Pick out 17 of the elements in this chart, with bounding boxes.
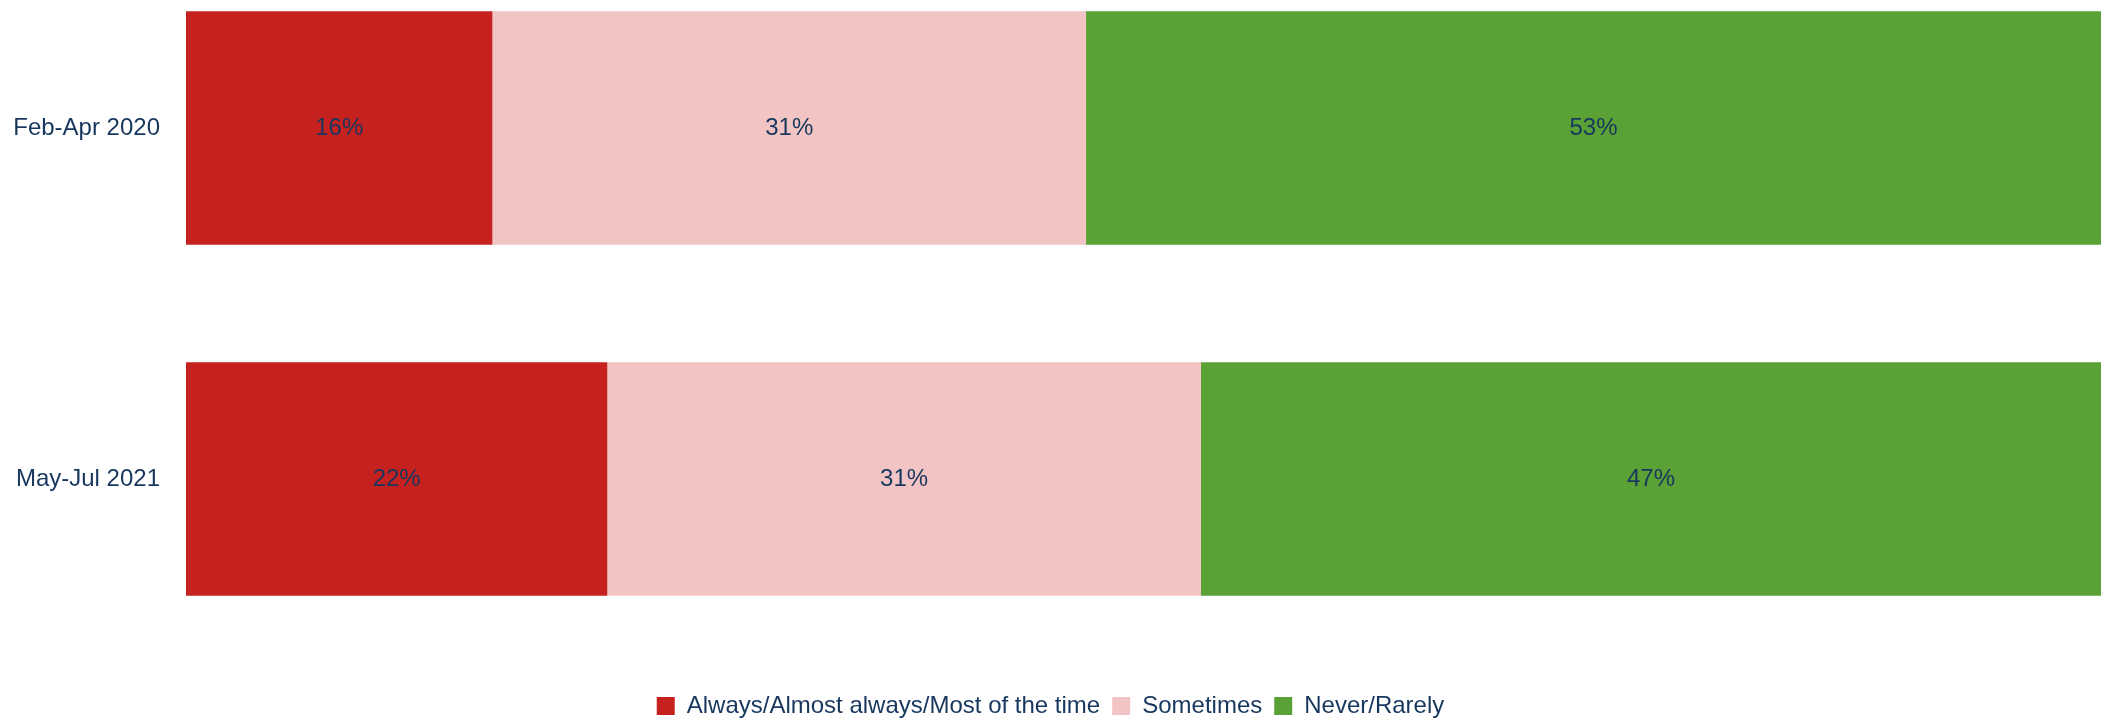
bar <box>186 11 493 245</box>
data-label: 16% <box>315 112 364 140</box>
bar <box>1086 11 2101 245</box>
y-tick-label: Feb-Apr 2020 <box>13 112 160 140</box>
bar <box>492 11 1087 245</box>
y-tick-label: May-Jul 2021 <box>15 463 160 491</box>
bar <box>1200 362 2101 596</box>
legend-label: Always/Almost always/Most of the time <box>686 690 1101 718</box>
legend-label: Sometimes <box>1142 690 1263 718</box>
data-label: 47% <box>1626 463 1675 491</box>
data-label: 53% <box>1569 112 1618 140</box>
legend-label: Never/Rarely <box>1304 690 1445 718</box>
data-label: 31% <box>765 112 814 140</box>
bar <box>607 362 1201 596</box>
data-label: 31% <box>880 463 929 491</box>
bar <box>186 362 608 596</box>
data-label: 22% <box>372 463 421 491</box>
